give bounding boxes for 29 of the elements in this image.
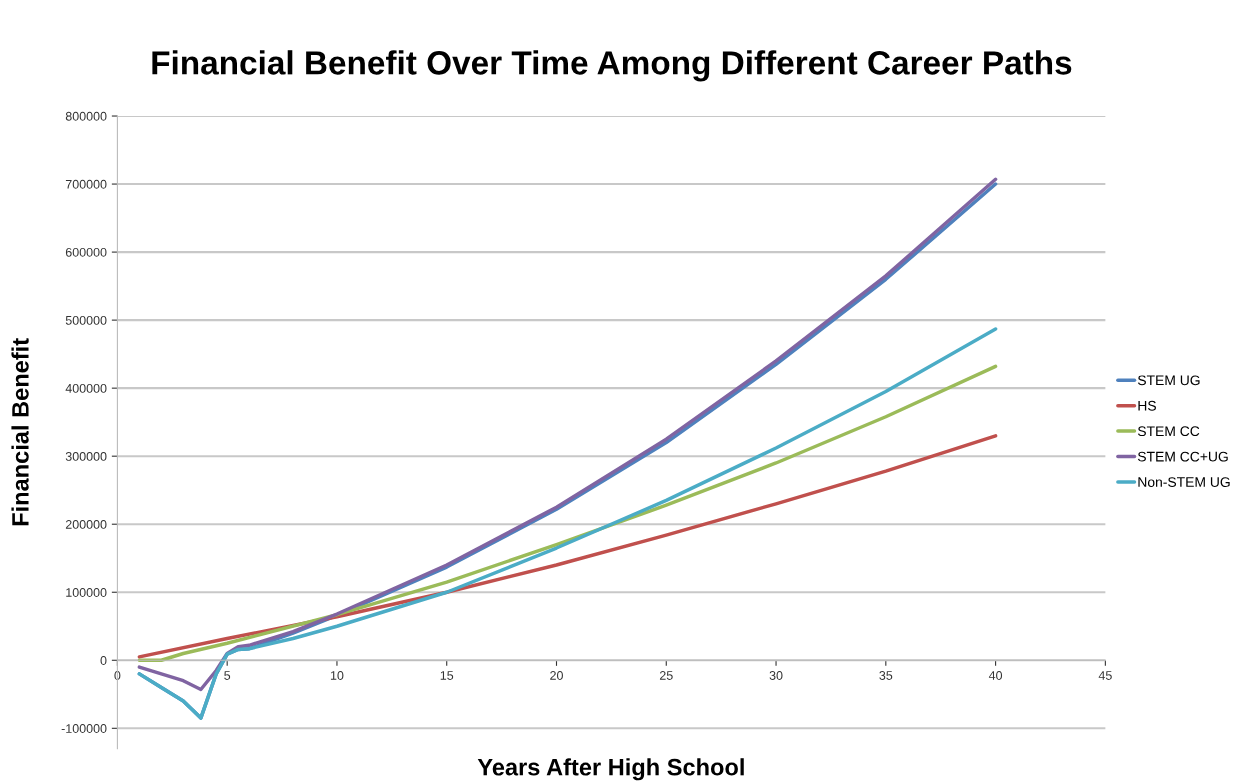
x-tick-label: 20 [550,671,563,680]
y-tick-label: 400000 [65,383,107,393]
line-series [137,364,998,663]
y-tick-label: 300000 [65,451,107,461]
x-tick-label: 35 [879,671,893,680]
legend-label: Non-STEM UG [1138,477,1230,487]
legend-label: STEM CC+UG [1137,451,1228,462]
legend-label: HS [1138,400,1156,411]
x-axis-title: Years After High School [477,758,744,781]
x-tick-label: 15 [440,671,454,680]
y-tick-label: 600000 [65,247,107,257]
y-tick-label: 800000 [65,111,107,121]
x-tick-label: 40 [988,671,1003,680]
y-tick-label: 200000 [65,520,107,529]
x-tick-label: 30 [769,671,783,680]
y-tick-label: 500000 [65,315,107,325]
y-tick-label: -100000 [61,724,107,733]
legend-label: STEM CC [1137,426,1200,437]
x-tick-label: 5 [224,671,231,680]
x-tick-label: 25 [659,671,673,680]
legend-label: STEM UG [1137,375,1200,386]
y-axis-title: Financial Benefit [11,338,29,526]
x-tick-label: 45 [1098,671,1112,680]
y-tick-label: 0 [100,656,107,665]
x-tick-label: 10 [330,671,344,680]
y-tick-label: 700000 [65,179,107,189]
y-tick-label: 100000 [66,588,107,597]
x-tick-label: 0 [114,671,121,680]
chart-title: Financial Benefit Over Time Among Different Career Paths [152,50,1072,82]
